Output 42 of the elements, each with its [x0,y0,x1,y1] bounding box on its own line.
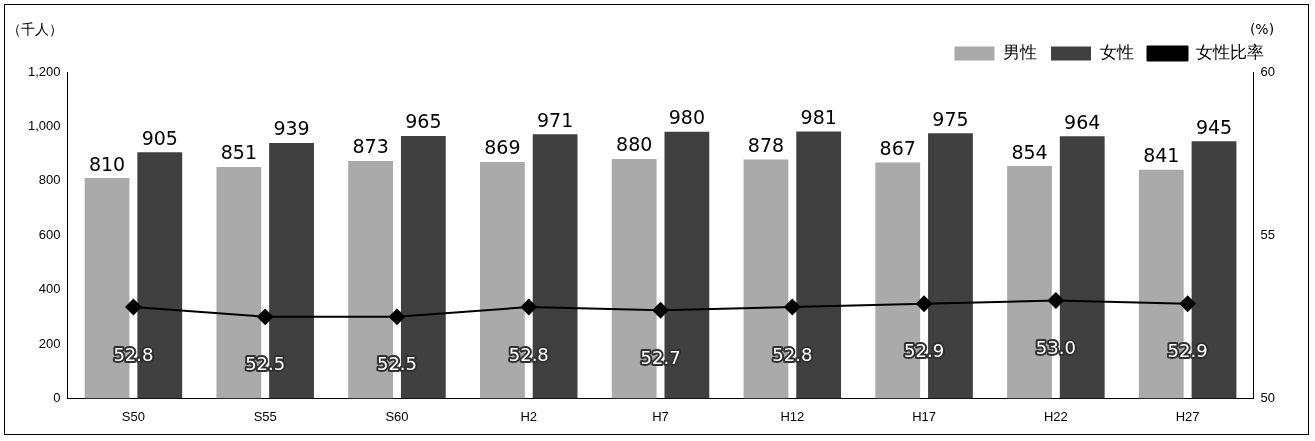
data-label: 981 [800,106,837,129]
data-label: 939 [273,117,310,140]
y2-tick-label: 60 [1260,63,1276,79]
x-tick-label: H2 [520,408,538,424]
data-label: 878 [747,134,785,157]
y-axis-title: （千人） [7,20,63,37]
data-label: 880 [616,133,653,156]
data-label: 841 [1143,144,1180,167]
y-tick-label: 1,000 [27,117,61,133]
y2-axis-title: (%) [1249,20,1275,37]
data-label: 905 [141,126,178,149]
x-tick-label: H17 [912,408,937,424]
x-tick-label: S60 [385,408,409,424]
data-label: 851 [220,141,257,164]
data-label: 854 [1011,140,1048,163]
legend-label: 女性比率 [1196,43,1264,63]
data-label: 971 [536,108,574,131]
data-label: 980 [668,106,706,129]
y-tick-label: 200 [38,335,61,351]
data-label: 975 [932,107,969,130]
data-label: 867 [879,137,916,160]
x-tick-label: H7 [652,408,669,424]
legend-label: 男性 [1003,43,1037,63]
x-tick-label: S50 [121,408,145,424]
data-label: 810 [88,152,126,175]
x-tick-label: H27 [1175,408,1200,424]
y2-tick-label: 50 [1260,389,1276,405]
legend-label: 女性 [1099,43,1134,63]
data-label: 945 [1195,115,1233,138]
x-tick-label: H12 [780,408,805,424]
y-tick-label: 400 [38,281,61,297]
data-label: 869 [484,136,521,159]
x-tick-label: H22 [1043,408,1068,424]
data-label: 873 [352,135,389,158]
x-tick-label: S55 [253,408,277,424]
y2-tick-label: 55 [1260,226,1276,242]
y-tick-label: 0 [53,389,61,405]
y-tick-label: 600 [38,226,61,242]
y-tick-label: 800 [38,172,61,188]
data-label: 964 [1064,110,1101,133]
data-label: 965 [405,110,442,133]
y-tick-label: 1,200 [27,63,61,79]
